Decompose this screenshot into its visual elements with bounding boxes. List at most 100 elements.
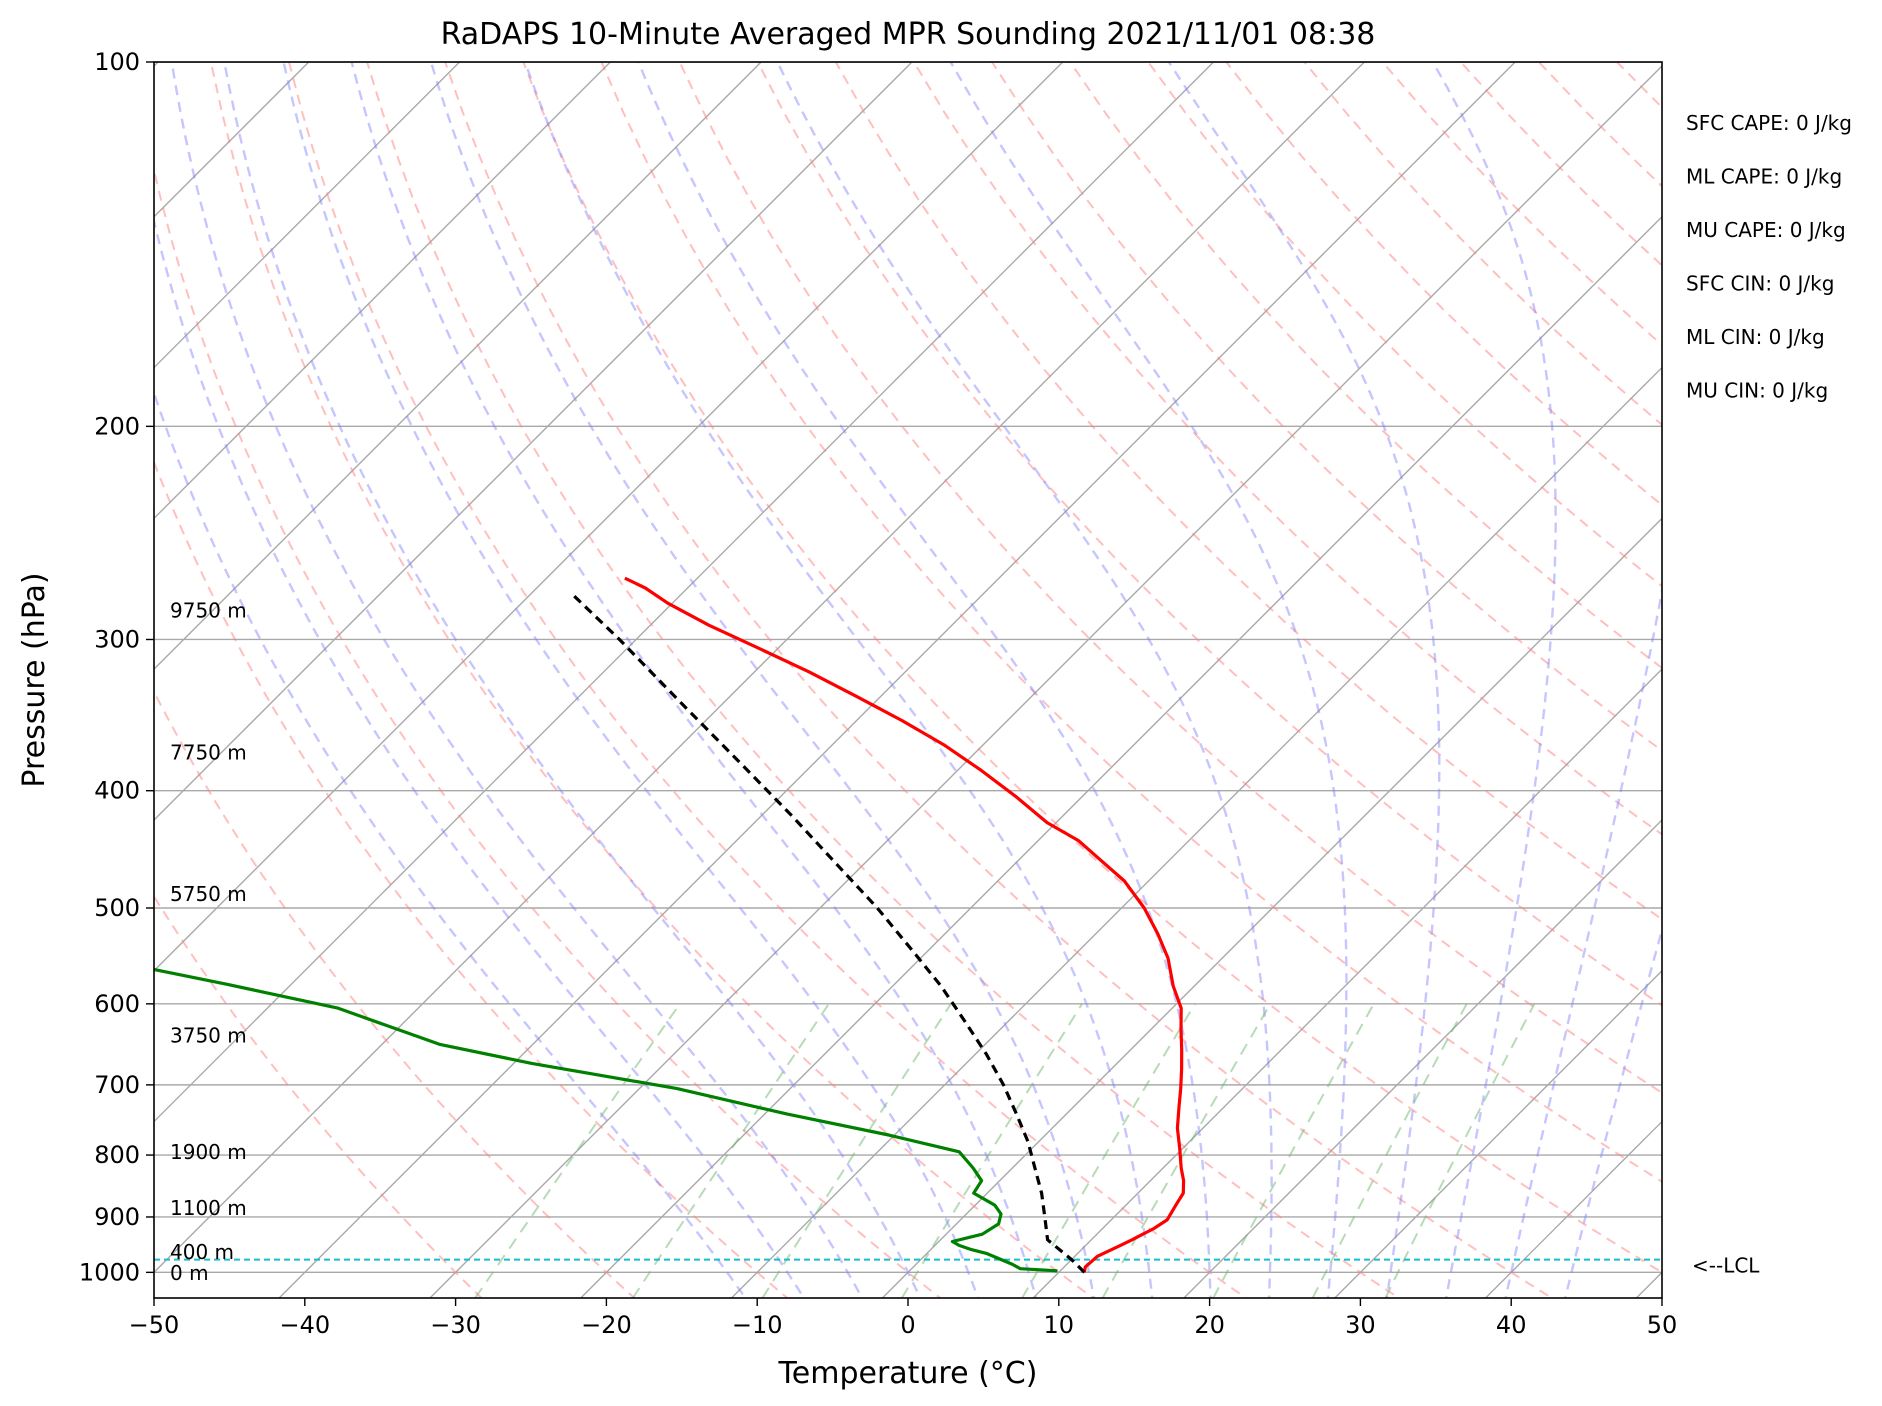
dry-adiabat — [1459, 62, 1662, 267]
index-label: MU CIN: 0 J/kg — [1686, 379, 1828, 403]
mixing-ratio-line — [900, 1003, 1083, 1298]
isotherm--110 — [154, 62, 461, 369]
dry-adiabat — [1303, 62, 1662, 427]
x-tick-label: 50 — [1647, 1311, 1678, 1339]
index-label: ML CAPE: 0 J/kg — [1686, 165, 1842, 189]
moist-adiabat — [949, 62, 1348, 1298]
x-tick-label: 20 — [1194, 1311, 1225, 1339]
isotherm--90 — [154, 62, 763, 671]
x-tick-label: 0 — [900, 1311, 915, 1339]
dry-adiabat — [756, 62, 1662, 1007]
moist-adiabat — [523, 62, 1154, 1298]
height-label: 3750 m — [170, 1023, 247, 1047]
isotherm--20 — [579, 215, 1662, 1298]
moist-adiabat — [1504, 584, 1662, 1298]
x-tick-label: −20 — [581, 1311, 632, 1339]
sounding-lines — [154, 576, 1662, 1274]
y-tick-label: 500 — [94, 894, 140, 922]
dry-adiabat — [1069, 62, 1662, 670]
moist-adiabat — [282, 62, 980, 1298]
y-tick-label: 400 — [94, 777, 140, 805]
moist-adiabat — [170, 62, 864, 1298]
moist-adiabat — [1167, 62, 1441, 1298]
isotherm-0 — [881, 517, 1662, 1298]
x-tick-label: −50 — [129, 1311, 180, 1339]
isotherm--80 — [154, 62, 913, 821]
dry-adiabat — [834, 62, 1662, 921]
mixing-ratio-line — [1212, 1003, 1375, 1298]
y-tick-label: 100 — [94, 48, 140, 76]
moist-adiabat — [1431, 62, 1557, 1298]
height-label: 7750 m — [170, 741, 247, 765]
dry-adiabat — [154, 166, 942, 1298]
dry-adiabat — [913, 62, 1662, 836]
index-label: SFC CAPE: 0 J/kg — [1686, 111, 1852, 135]
moist-adiabat — [223, 62, 922, 1298]
isotherm--60 — [154, 62, 1215, 1123]
moist-adiabat — [429, 62, 1096, 1298]
isotherm-30 — [1333, 969, 1662, 1298]
isotherm-50 — [1635, 1271, 1662, 1298]
x-tick-label: −30 — [430, 1311, 481, 1339]
parcel-path-line — [570, 592, 1086, 1274]
moist-adiabat — [776, 62, 1273, 1298]
stability-indices: SFC CAPE: 0 J/kg ML CAPE: 0 J/kg MU CAPE: … — [1686, 111, 1852, 403]
isotherm--40 — [278, 62, 1517, 1298]
dry-adiabat — [1381, 62, 1662, 347]
dry-adiabat — [154, 459, 789, 1298]
chart-title: RaDAPS 10-Minute Averaged MPR Sounding 2… — [441, 17, 1376, 52]
background-reference-lines — [154, 7, 1882, 1323]
x-tick-label: 40 — [1496, 1311, 1527, 1339]
mixing-ratio-line — [1311, 1003, 1468, 1298]
moist-adiabat — [154, 389, 747, 1298]
height-label: 1900 m — [170, 1140, 247, 1164]
isotherm--70 — [154, 62, 1064, 972]
y-tick-label: 600 — [94, 990, 140, 1018]
dry-adiabat — [154, 689, 636, 1298]
index-label: SFC CIN: 0 J/kg — [1686, 272, 1834, 296]
dry-adiabat — [522, 62, 1662, 1274]
index-label: ML CIN: 0 J/kg — [1686, 325, 1825, 349]
y-axis-label: Pressure (hPa) — [17, 572, 52, 787]
temperature-line — [624, 576, 1186, 1273]
dry-adiabat — [1695, 62, 1882, 1323]
mixing-ratio-line — [631, 1003, 830, 1298]
dry-adiabat — [1538, 62, 1662, 188]
dry-adiabat — [288, 62, 1248, 1298]
x-tick-label: 10 — [1044, 1311, 1075, 1339]
dry-adiabat — [366, 62, 1401, 1298]
y-tick-label: 300 — [94, 625, 140, 653]
height-label: 5750 m — [170, 882, 247, 906]
moist-adiabat — [637, 62, 1212, 1298]
moist-adiabat — [350, 62, 1038, 1298]
plot-frame — [153, 61, 1663, 1299]
dry-adiabat — [1225, 62, 1662, 507]
y-tick-label: 900 — [94, 1203, 140, 1231]
x-tick-label: 30 — [1345, 1311, 1376, 1339]
isotherm--30 — [428, 64, 1662, 1298]
y-tick-label: 200 — [94, 412, 140, 440]
moist-adiabat — [154, 216, 806, 1298]
axes: −50 −40 −30 −20 −10 0 10 20 30 40 50 100 200 300 400 50… — [79, 48, 1760, 1339]
dry-adiabat — [1616, 62, 1662, 109]
dewpoint-line — [154, 967, 1058, 1273]
height-label: 1100 m — [170, 1196, 247, 1220]
dry-adiabat — [1147, 62, 1662, 588]
x-tick-label: −40 — [279, 1311, 330, 1339]
dry-adiabat — [444, 62, 1554, 1298]
mixing-ratio-line — [761, 1003, 952, 1298]
y-tick-label: 1000 — [79, 1258, 140, 1286]
index-label: MU CAPE: 0 J/kg — [1686, 218, 1846, 242]
dry-adiabat — [600, 62, 1662, 1183]
height-label: 9750 m — [170, 599, 247, 623]
isotherm-60 — [1763, 7, 1882, 1323]
y-tick-label: 800 — [94, 1141, 140, 1169]
isotherm--100 — [154, 62, 612, 520]
mixing-ratio-line — [474, 1003, 681, 1298]
dry-adiabat — [154, 894, 483, 1298]
y-tick-label: 700 — [94, 1071, 140, 1099]
dry-adiabat — [209, 62, 1095, 1298]
isotherm--50 — [154, 62, 1366, 1274]
height-label: 0 m — [170, 1261, 209, 1285]
